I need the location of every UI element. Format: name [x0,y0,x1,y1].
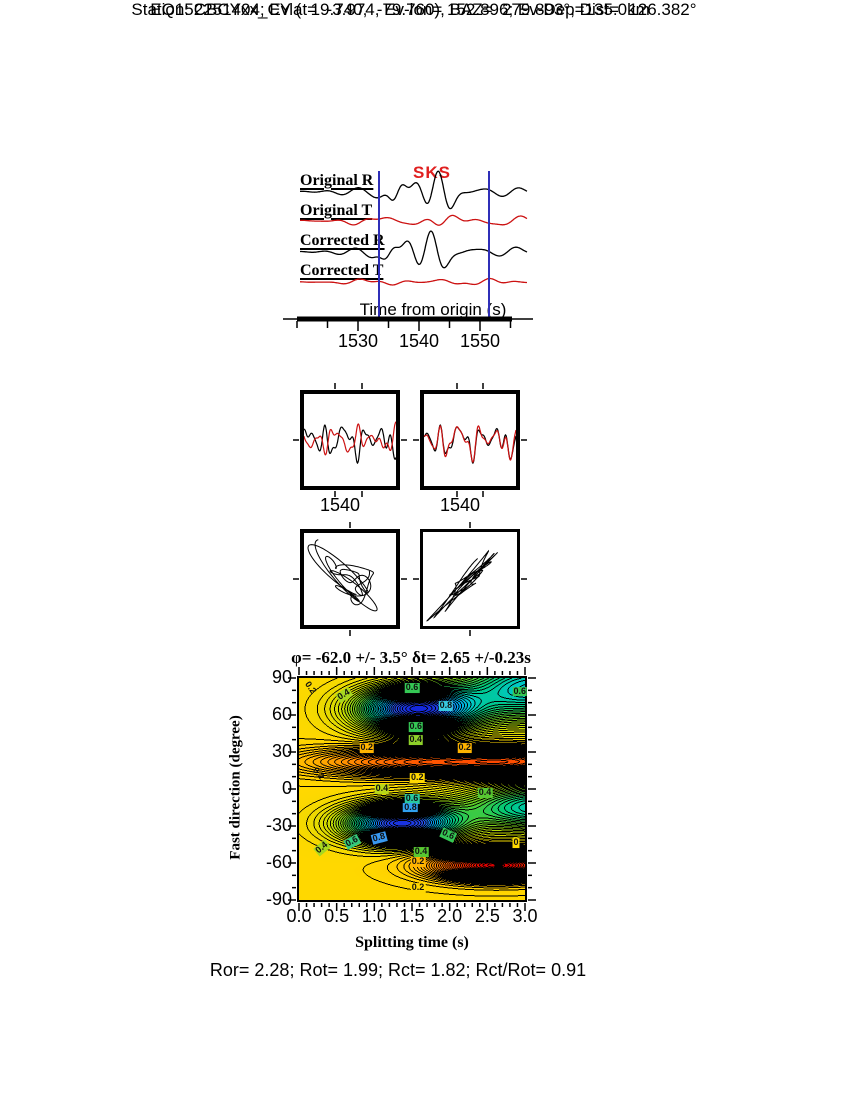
contour-level-label: 0.6 [404,792,420,804]
sks-phase-label: SKS [413,163,451,182]
fast-slow-traces-right [424,424,516,465]
pair-tick-label-right: 1540 [439,495,481,515]
fast-slow-traces-left [304,421,396,465]
contour-y-tick-label: 90 [271,667,292,687]
contour-level-label: 0.6 [408,721,424,733]
hodogram-box-corrected [420,529,520,629]
contour-y-tick-label: 30 [271,741,292,761]
pair-tick-label-left: 1540 [319,495,361,515]
splitting-map-frame: 0.2 0.4 0.6 0.8 0.6 0.6 0.4 0.2 0.2 0.2 0.2 0.4 0.4 0… [297,676,527,902]
contour-y-tick-label: -90 [265,889,292,909]
contour-y-tick-label: -60 [265,852,292,872]
contour-x-tick-label: 1.5 [399,906,425,926]
time-tick-label: 1550 [459,331,501,351]
selection-window-lines [378,171,490,319]
hodogram-box-original [300,529,400,629]
trace-label-original-r: Original R [300,172,374,189]
contour-x-tick-label: 1.0 [361,906,387,926]
time-tick-label: 1530 [337,331,379,351]
contour-x-tick-label: 0.0 [286,906,312,926]
contour-y-tick-label: -30 [265,815,292,835]
contour-level-label: 0.4 [477,786,493,798]
contour-y-tick-label: 60 [271,704,292,724]
best-fit-star-marker: ★ [486,848,511,879]
contour-level-label: 0.2 [410,855,426,867]
contour-x-tick-label: 2.5 [474,906,500,926]
contour-level-label: 0.2 [410,771,425,783]
trace-label-original-t: Original T [300,202,373,219]
contour-level-label: 0.8 [403,801,418,813]
trace-label-corrected-r: Corrected R [300,232,385,249]
contour-level-label: 0.4 [374,783,390,794]
contour-level-label: 0 [512,837,520,849]
time-axis-label: Time from origin (s) [359,300,507,319]
contour-x-tick-label: 2.0 [437,906,463,926]
time-tick-label: 1540 [398,331,440,351]
contour-level-label: 0.6 [512,685,527,697]
fast-slow-box-right [420,390,520,490]
fast-slow-box-left [300,390,400,490]
contour-level-label: 0.4 [408,733,424,745]
hodogram-corrected [425,549,499,622]
trace-label-corrected-t: Corrected T [300,262,384,279]
contour-x-tick-label: 0.5 [324,906,350,926]
x-axis-label: Splitting time (s) [355,934,469,951]
contour-title: φ= -62.0 +/- 3.5° δt= 2.65 +/-0.23s [291,648,531,667]
hodogram-original [307,539,378,612]
contour-level-label: 0.2 [410,881,426,893]
header-station-line: Station: CBCYxx_CY ( 19.740, -79.760), B… [131,0,697,19]
contour-level-label: 0.2 [457,742,472,754]
header-event-line: EQ152251404; Evlat= -3.974, Ev-lon= 152.… [150,0,650,19]
contour-level-label: 0.8 [438,700,454,712]
footer-stats: Ror= 2.28; Rot= 1.99; Rct= 1.82; Rct/Rot… [209,960,587,980]
contour-y-tick-label: 0 [281,778,292,798]
contour-level-label: 0.4 [413,845,429,857]
contour-x-tick-label: 3.0 [512,906,538,926]
contour-level-label: 0.2 [359,742,375,754]
contour-level-label: 0.6 [404,681,420,693]
time-axis [283,316,533,331]
